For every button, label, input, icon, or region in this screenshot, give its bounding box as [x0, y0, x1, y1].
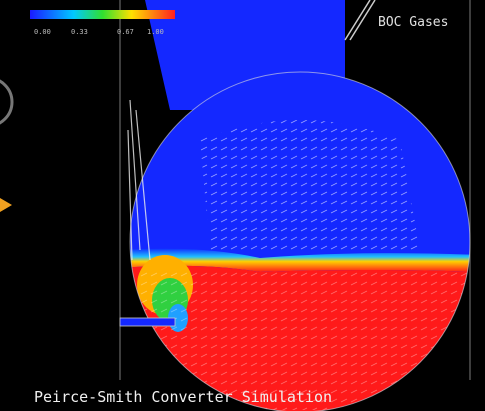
tuyere — [120, 318, 175, 326]
caption: Peirce-Smith Converter Simulation — [34, 388, 332, 406]
colorbar-tick: 0.00 — [34, 28, 51, 36]
colorbar-tick: 1.00 — [147, 28, 164, 36]
colorbar — [30, 10, 175, 19]
colorbar-tick: 0.67 — [117, 28, 134, 36]
simulation-screenshot: 0.00 0.33 0.67 1.00 BOC Gases Peirce-Smi… — [0, 0, 485, 411]
company-label: BOC Gases — [378, 15, 448, 30]
colorbar-tick: 0.33 — [71, 28, 88, 36]
